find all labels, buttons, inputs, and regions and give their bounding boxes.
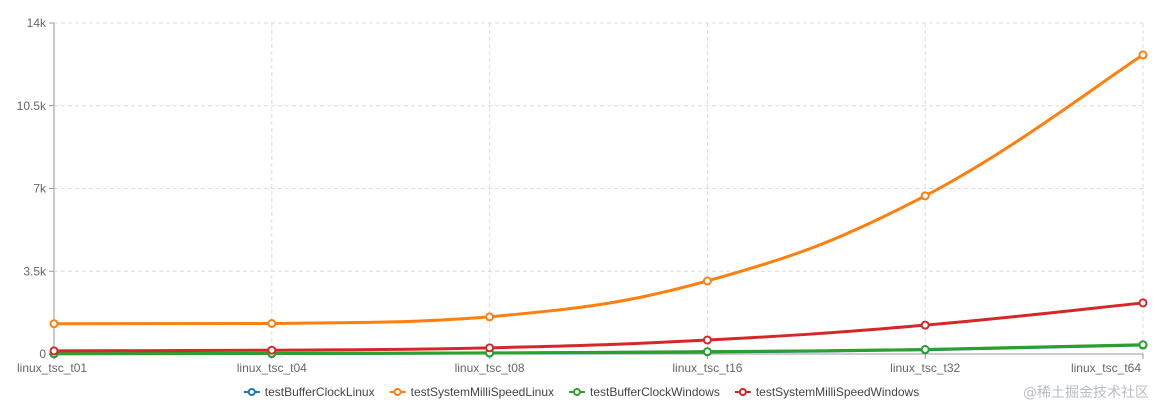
series-line-testSystemMilliSpeedLinux <box>52 53 1145 326</box>
y-tick-label: 7k <box>33 182 47 196</box>
y-tick-label: 10.5k <box>17 99 47 113</box>
legend-item-testBufferClockLinux[interactable]: testBufferClockLinux <box>243 385 375 399</box>
data-point-testSystemMilliSpeedLinux-linux_tsc_t16[interactable] <box>702 276 712 286</box>
legend-label: testBufferClockWindows <box>590 385 720 399</box>
x-tick-label: linux_tsc_t01 <box>17 361 87 375</box>
data-point-testSystemMilliSpeedWindows-linux_tsc_t16[interactable] <box>702 335 712 345</box>
data-point-testSystemMilliSpeedWindows-linux_tsc_t04[interactable] <box>267 345 277 355</box>
legend-item-testBufferClockWindows[interactable]: testBufferClockWindows <box>569 385 720 399</box>
legend-marker-dot <box>738 388 747 396</box>
data-point-testSystemMilliSpeedWindows-linux_tsc_t32[interactable] <box>920 320 930 330</box>
legend-marker-dot <box>573 388 582 396</box>
data-point-testSystemMilliSpeedWindows-linux_tsc_t08[interactable] <box>485 343 495 353</box>
series-line-testBufferClockWindows <box>52 343 1145 356</box>
axis-layer: 0 3.5k 7k 10.5k 14k linux_tsc_t01 linux_tsc_t0… <box>17 16 1144 375</box>
legend-label: testSystemMilliSpeedWindows <box>756 385 919 399</box>
y-tick-label: 14k <box>27 16 47 30</box>
y-tick-label: 0 <box>39 347 46 361</box>
legend-item-testSystemMilliSpeedLinux[interactable]: testSystemMilliSpeedLinux <box>389 385 554 399</box>
x-tick-label: linux_tsc_t32 <box>890 361 960 375</box>
legend-label: testBufferClockLinux <box>265 385 375 399</box>
watermark-text: @稀土掘金技术社区 <box>1023 385 1149 401</box>
data-point-testBufferClockWindows-linux_tsc_t16[interactable] <box>702 347 712 357</box>
legend-marker-dot <box>247 388 256 396</box>
y-tick-label: 3.5k <box>23 264 47 278</box>
x-tick-label: linux_tsc_t64 <box>1071 361 1141 375</box>
data-point-testSystemMilliSpeedLinux-linux_tsc_t32[interactable] <box>920 191 930 201</box>
series-testSystemMilliSpeedWindows <box>49 298 1148 356</box>
data-point-testSystemMilliSpeedLinux-linux_tsc_t64[interactable] <box>1138 50 1148 60</box>
x-tick-label: linux_tsc_t04 <box>237 361 307 375</box>
data-point-testSystemMilliSpeedWindows-linux_tsc_t01[interactable] <box>49 346 59 356</box>
series-testSystemMilliSpeedLinux <box>49 50 1148 329</box>
series-layer <box>49 50 1148 359</box>
legend[interactable]: testBufferClockLinux testSystemMilliSpeed… <box>243 385 919 399</box>
data-point-testBufferClockWindows-linux_tsc_t64[interactable] <box>1138 340 1148 350</box>
data-point-testSystemMilliSpeedLinux-linux_tsc_t08[interactable] <box>485 312 495 322</box>
data-point-testSystemMilliSpeedWindows-linux_tsc_t64[interactable] <box>1138 298 1148 308</box>
data-point-testSystemMilliSpeedLinux-linux_tsc_t01[interactable] <box>49 319 59 329</box>
legend-item-testSystemMilliSpeedWindows[interactable]: testSystemMilliSpeedWindows <box>734 385 919 399</box>
data-point-testSystemMilliSpeedLinux-linux_tsc_t04[interactable] <box>267 319 277 329</box>
series-line-testSystemMilliSpeedWindows <box>52 301 1145 353</box>
x-tick-label: linux_tsc_t16 <box>672 361 742 375</box>
legend-marker-dot <box>393 388 402 396</box>
x-tick-label: linux_tsc_t08 <box>455 361 525 375</box>
legend-label: testSystemMilliSpeedLinux <box>411 385 554 399</box>
data-point-testBufferClockWindows-linux_tsc_t32[interactable] <box>920 345 930 355</box>
